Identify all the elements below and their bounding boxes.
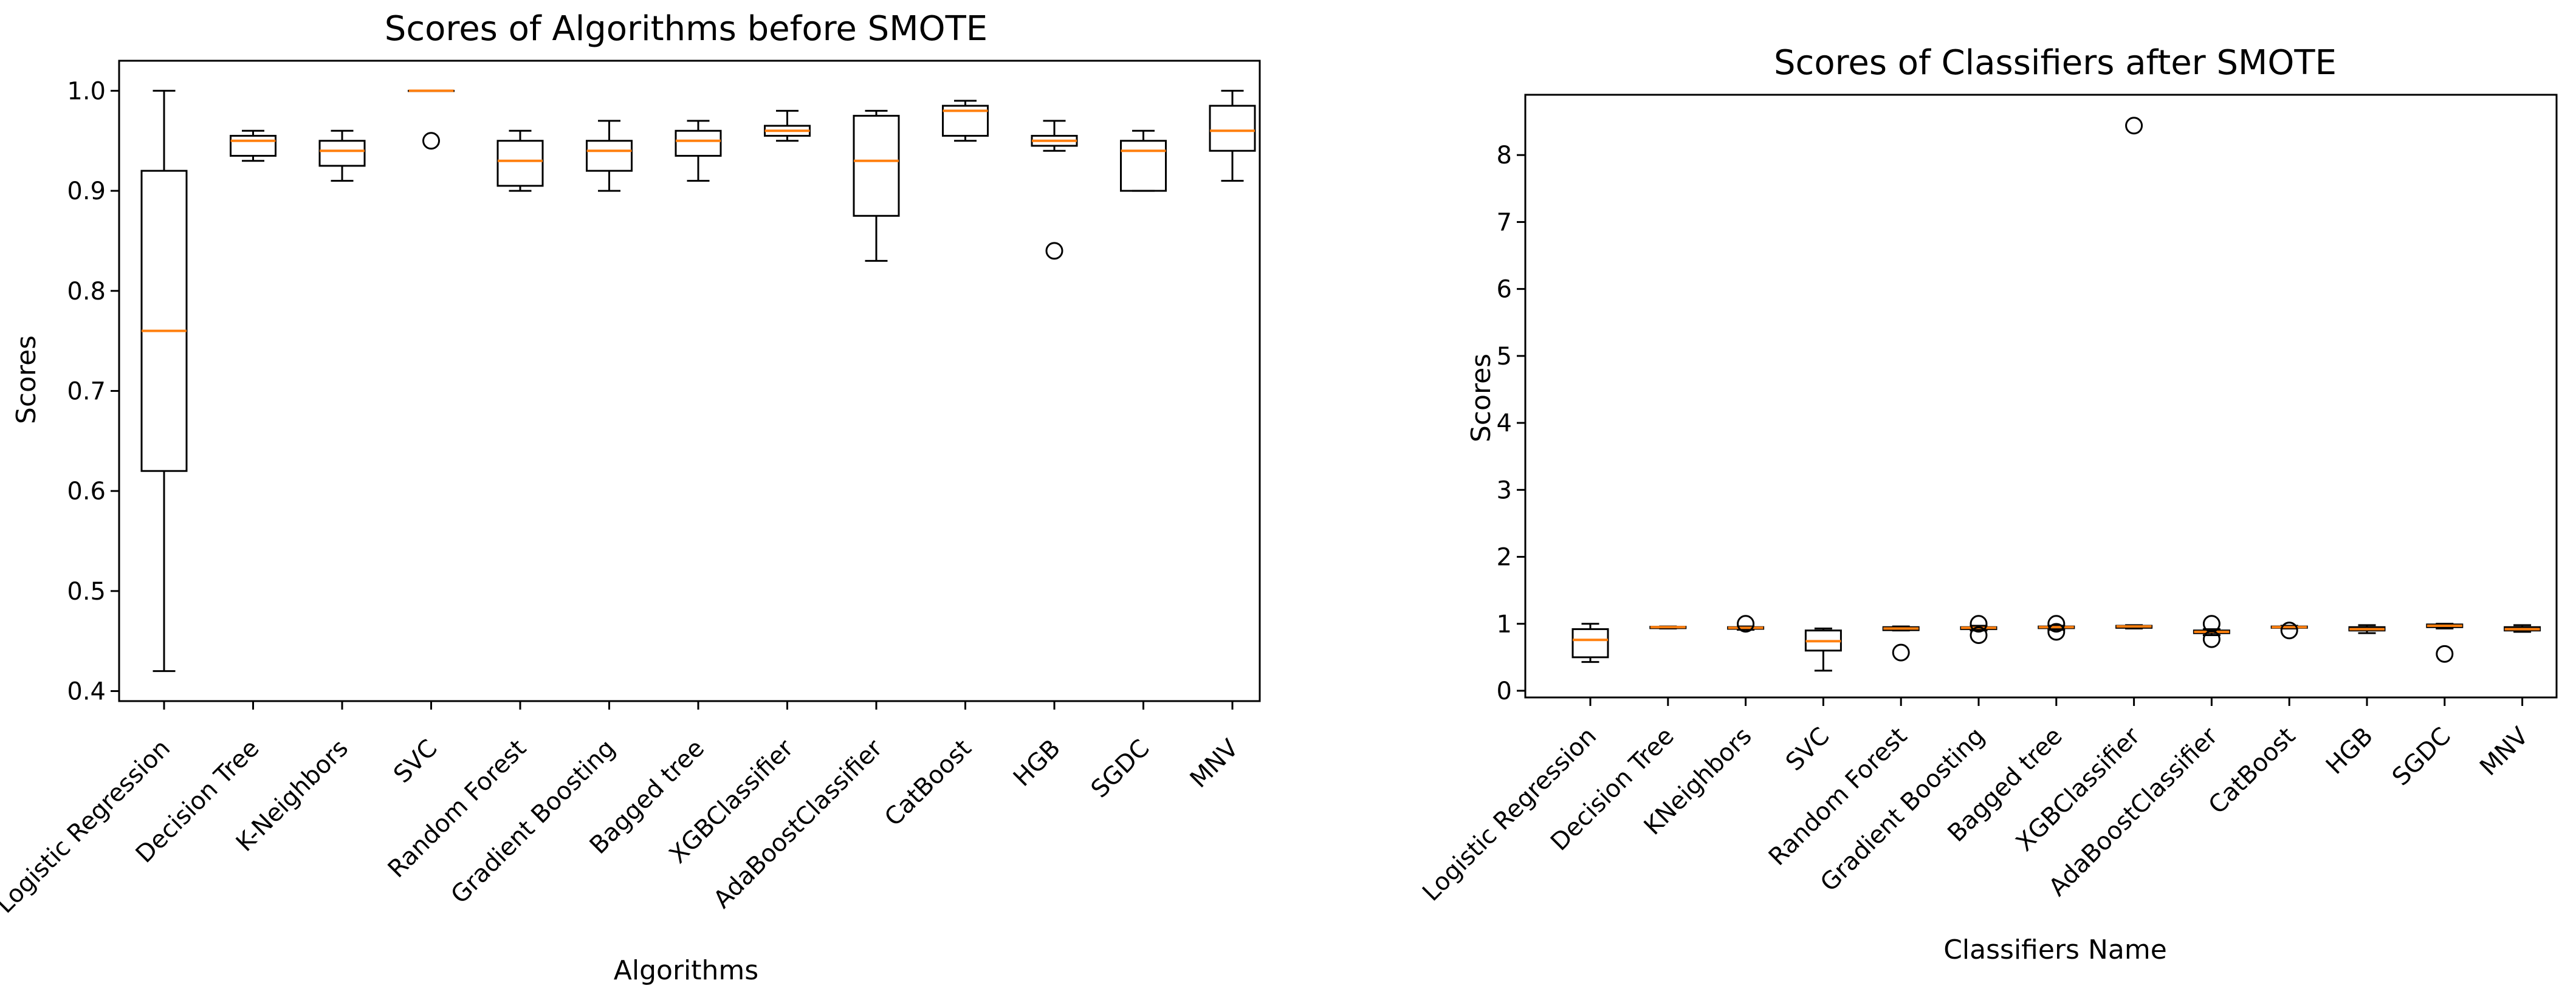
box-12: [1120, 129, 1167, 192]
box-12: [2426, 623, 2464, 663]
box-1: [140, 89, 188, 673]
box-6: [1960, 615, 1997, 644]
box-8: [2115, 117, 2153, 629]
outlier-point: [2125, 117, 2143, 135]
y-tick-label: 3: [1497, 476, 1512, 504]
outlier-point: [1892, 643, 1910, 662]
box-5: [496, 129, 544, 192]
box-4: [1804, 627, 1842, 672]
box-11: [1031, 120, 1078, 260]
y-tick-label: 0.7: [67, 377, 106, 405]
outlier-point: [1737, 615, 1755, 633]
box-9: [2193, 615, 2230, 648]
iqr-box: [1571, 628, 1609, 659]
y-tick-label: 6: [1497, 276, 1512, 304]
iqr-box: [675, 129, 722, 157]
iqr-box: [586, 140, 633, 172]
box-13: [2504, 624, 2541, 633]
outlier-point: [1045, 242, 1063, 260]
iqr-box: [230, 135, 276, 157]
y-tick-label: 4: [1497, 409, 1512, 437]
axes-frame: [1524, 94, 2558, 699]
box-2: [230, 129, 276, 162]
y-tick-label: 8: [1497, 142, 1512, 170]
y-tick-label: 0: [1497, 677, 1512, 705]
box-10: [2270, 622, 2308, 640]
iqr-box: [1209, 104, 1256, 152]
chart-after-smote: Scores of Classifiers after SMOTE Classi…: [1417, 43, 2558, 965]
y-axis-label: Scores: [11, 335, 42, 424]
box-1: [1571, 623, 1609, 663]
box-4: [408, 89, 455, 150]
box-8: [764, 109, 811, 142]
box-11: [2348, 624, 2386, 634]
box-9: [853, 109, 900, 262]
y-tick-label: 5: [1497, 343, 1512, 371]
iqr-box: [853, 115, 900, 217]
box-10: [942, 100, 989, 142]
box-3: [1727, 615, 1765, 633]
outlier-point: [2202, 615, 2221, 633]
iqr-box: [140, 170, 188, 472]
y-tick-label: 0.5: [67, 578, 106, 606]
x-axis-label: Classifiers Name: [1943, 934, 2167, 965]
y-tick-label: 0.4: [67, 678, 106, 706]
outlier-point: [1970, 615, 1988, 633]
box-7: [675, 120, 722, 182]
outlier-point: [2280, 622, 2298, 640]
y-tick-label: 0.9: [67, 177, 106, 205]
x-axis-label: Algorithms: [614, 955, 758, 986]
outlier-point: [1970, 626, 1988, 644]
outlier-point: [2436, 645, 2454, 663]
chart-title: Scores of Classifiers after SMOTE: [1774, 43, 2337, 83]
iqr-box: [318, 140, 366, 167]
outlier-point: [422, 132, 440, 150]
y-axis-label: Scores: [1466, 354, 1497, 442]
y-tick-label: 2: [1497, 544, 1512, 572]
box-13: [1209, 89, 1256, 182]
iqr-box: [942, 104, 989, 137]
y-tick-label: 1: [1497, 611, 1512, 639]
y-tick-label: 0.8: [67, 278, 106, 306]
box-5: [1882, 625, 1920, 662]
y-tick-label: 0.6: [67, 478, 106, 505]
iqr-box: [1120, 140, 1167, 192]
box-3: [318, 129, 366, 182]
outlier-point: [2047, 615, 2066, 633]
outlier-point: [2047, 623, 2066, 641]
box-6: [586, 120, 633, 192]
box-7: [2038, 615, 2075, 641]
chart-title: Scores of Algorithms before SMOTE: [385, 9, 987, 49]
y-tick-label: 7: [1497, 208, 1512, 236]
axes-frame: [118, 60, 1261, 702]
iqr-box: [496, 140, 544, 187]
y-tick-label: 1.0: [67, 77, 106, 105]
box-2: [1649, 625, 1687, 629]
